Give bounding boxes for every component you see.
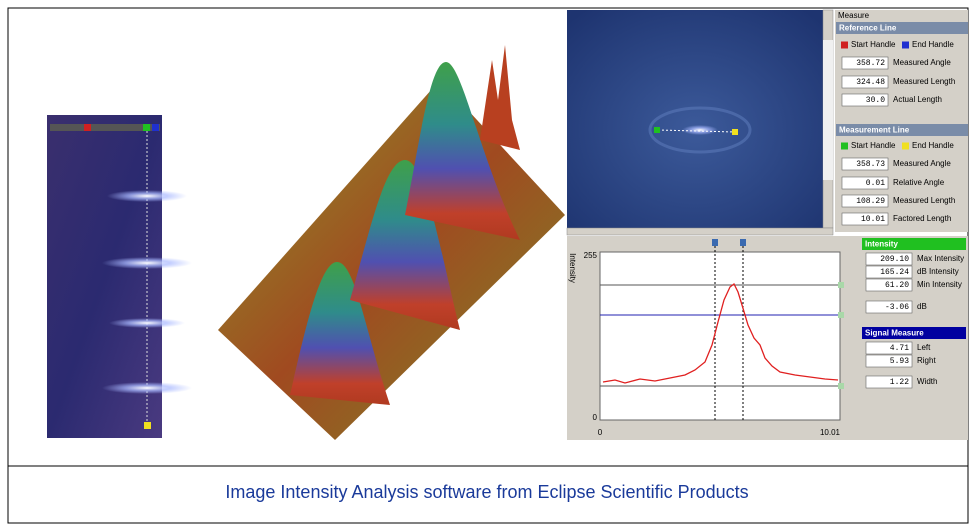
- field-value: 1.22: [890, 378, 909, 387]
- handle-swatch: [841, 143, 848, 150]
- handle-swatch: [841, 42, 848, 49]
- field-value: 209.10: [880, 255, 909, 264]
- field-value: 358.72: [856, 59, 885, 68]
- y-min-label: 0: [593, 413, 598, 422]
- field-label: Width: [917, 377, 937, 386]
- field-value: 30.0: [866, 96, 885, 105]
- field-value: 165.24: [880, 268, 909, 277]
- surface-plot: [218, 45, 565, 440]
- field-value: 108.29: [856, 197, 885, 206]
- field-value: 5.93: [890, 357, 909, 366]
- x-min-label: 0: [598, 428, 603, 437]
- field-label: Min Intensity: [917, 280, 962, 289]
- section-header: Intensity: [865, 240, 898, 249]
- field-value: 61.20: [885, 281, 909, 290]
- y-max-label: 255: [584, 251, 598, 260]
- field-label: dB Intensity: [917, 267, 959, 276]
- y-axis-label: Intensity: [568, 253, 577, 283]
- field-label: Right: [917, 356, 936, 365]
- field-value: -3.06: [885, 303, 909, 312]
- field-label: dB: [917, 302, 927, 311]
- field-label: Actual Length: [893, 95, 942, 104]
- field-value: 0.01: [866, 179, 885, 188]
- panel-title: Measure: [838, 11, 870, 20]
- field-label: Measured Angle: [893, 58, 951, 67]
- section-header: Reference Line: [839, 24, 897, 33]
- section-header: Measurement Line: [839, 126, 910, 135]
- scan-image: [567, 10, 833, 235]
- page: Measure Reference Line Start Handle End Han…: [0, 0, 974, 530]
- field-label: Max Intensity: [917, 254, 964, 263]
- handle-label: Start Handle: [851, 40, 896, 49]
- section-header: Signal Measure: [865, 329, 924, 338]
- field-value: 324.48: [856, 78, 885, 87]
- field-label: Measured Length: [893, 196, 955, 205]
- handle-label: End Handle: [912, 141, 954, 150]
- field-value: 358.73: [856, 160, 885, 169]
- field-label: Left: [917, 343, 931, 352]
- field-label: Measured Angle: [893, 159, 951, 168]
- x-max-label: 10.01: [820, 428, 841, 437]
- handle-label: Start Handle: [851, 141, 896, 150]
- field-value: 10.01: [861, 215, 885, 224]
- field-label: Factored Length: [893, 214, 951, 223]
- intensity-plot: [600, 239, 844, 420]
- caption: Image Intensity Analysis software from E…: [225, 482, 748, 502]
- handle-swatch: [902, 143, 909, 150]
- field-label: Measured Length: [893, 77, 955, 86]
- field-label: Relative Angle: [893, 178, 945, 187]
- handle-swatch: [902, 42, 909, 49]
- handle-label: End Handle: [912, 40, 954, 49]
- strip-image: [47, 115, 192, 438]
- field-value: 4.71: [890, 344, 909, 353]
